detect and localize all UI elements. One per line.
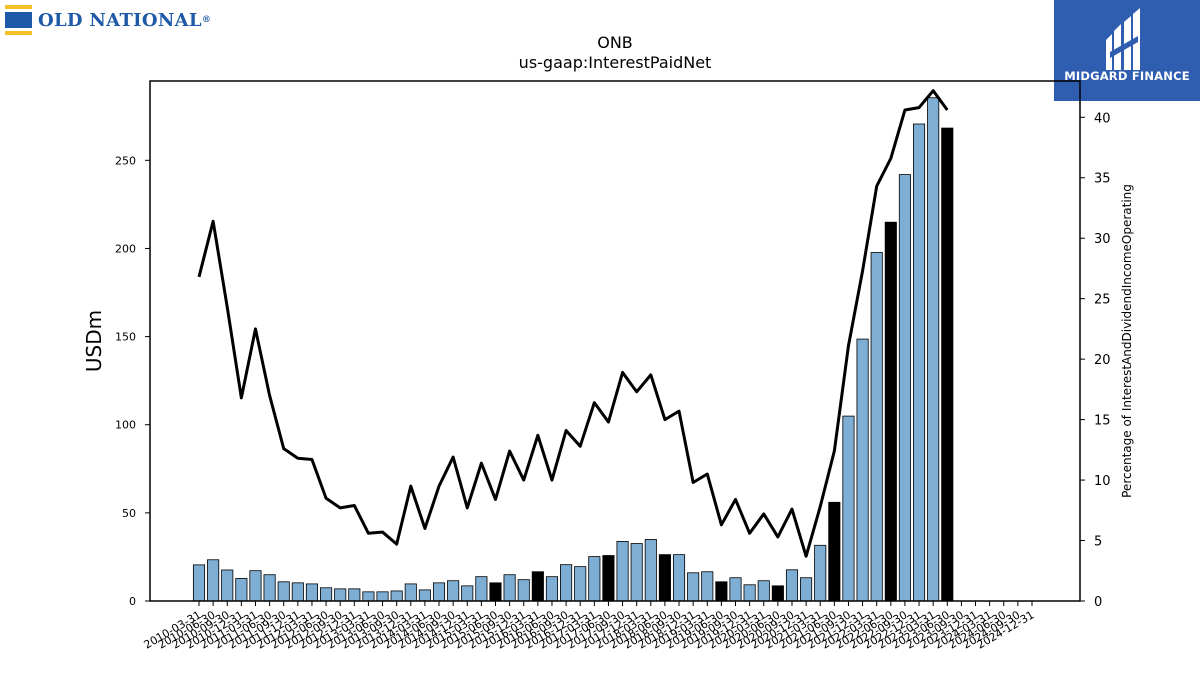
bar-2011-03-31 xyxy=(249,570,262,602)
plot-frame xyxy=(149,80,1081,602)
bar-2017-09-30 xyxy=(616,541,629,602)
bar-2016-03-31 xyxy=(531,571,544,602)
chart-title: ONB xyxy=(597,33,633,52)
bar-2010-03-31 xyxy=(192,564,206,602)
y-tick-label: 0 xyxy=(129,595,136,608)
bar-2018-12-31 xyxy=(687,572,700,602)
bar-2010-12-31 xyxy=(235,578,248,602)
y2-tick-label: 5 xyxy=(1094,535,1102,550)
interest-percentage-line xyxy=(197,89,949,558)
bar-2019-12-31 xyxy=(743,584,756,602)
bar-2011-12-31 xyxy=(291,582,304,602)
bar-2016-12-31 xyxy=(574,566,587,602)
bar-2013-12-31 xyxy=(404,583,417,602)
bar-2019-03-31 xyxy=(701,571,714,602)
bar-2015-09-30 xyxy=(503,574,516,602)
y2-tick-label: 0 xyxy=(1094,595,1102,610)
y-tick-label: 50 xyxy=(122,507,136,520)
bar-2013-06-30 xyxy=(376,591,389,602)
bar-2010-06-30 xyxy=(207,559,220,602)
bar-2017-06-30 xyxy=(602,555,615,602)
old-national-logo-mark xyxy=(5,5,32,35)
bar-2014-06-30 xyxy=(432,582,446,602)
bar-2021-09-30 xyxy=(842,415,855,602)
bar-2012-09-30 xyxy=(334,588,347,602)
bar-2018-09-30 xyxy=(672,554,686,602)
bar-2018-03-31 xyxy=(644,539,657,602)
y2-tick-label: 10 xyxy=(1094,474,1111,489)
bar-2018-06-30 xyxy=(658,554,671,602)
bar-2014-09-30 xyxy=(447,580,460,602)
y-axis-label-right: Percentage of InterestAndDividendIncomeO… xyxy=(1120,184,1134,498)
y2-tick-label: 20 xyxy=(1094,353,1111,368)
line-layer xyxy=(197,89,949,558)
bar-2014-12-31 xyxy=(461,585,474,602)
bar-2019-06-30 xyxy=(715,581,728,602)
bar-2012-03-31 xyxy=(305,583,318,602)
bar-2011-09-30 xyxy=(277,581,290,602)
bar-2023-06-30 xyxy=(941,127,954,602)
bar-2022-06-30 xyxy=(884,221,897,602)
bar-2013-09-30 xyxy=(390,590,403,602)
midgard-finance-logo-mark xyxy=(1106,8,1140,70)
old-national-logo: OLD NATIONAL ® xyxy=(5,5,211,35)
bar-2010-09-30 xyxy=(221,569,234,602)
bar-2020-06-30 xyxy=(771,585,784,602)
bars-layer xyxy=(192,97,954,602)
bar-2021-03-31 xyxy=(814,544,827,602)
bar-2020-12-31 xyxy=(800,577,813,602)
bar-2011-06-30 xyxy=(263,574,276,602)
bar-2015-12-31 xyxy=(517,579,530,602)
bar-2020-09-30 xyxy=(785,569,799,602)
midgard-finance-logo: MIDGARD FINANCE xyxy=(1054,0,1200,101)
bar-2013-03-31 xyxy=(362,591,375,602)
midgard-finance-logo-text: MIDGARD FINANCE xyxy=(1064,69,1190,83)
y-tick-label: 250 xyxy=(115,154,136,167)
y2-tick-label: 35 xyxy=(1094,172,1111,187)
bar-2023-03-31 xyxy=(927,97,940,602)
y-tick-label: 100 xyxy=(115,419,136,432)
x-axis: 2010-03-312010-06-302010-09-302010-12-31… xyxy=(142,601,1037,652)
bar-2015-06-30 xyxy=(489,582,502,602)
old-national-registered-mark: ® xyxy=(201,15,212,25)
y2-tick-label: 25 xyxy=(1094,293,1111,308)
bar-2016-09-30 xyxy=(560,564,573,602)
bar-2019-09-30 xyxy=(729,577,742,602)
y2-tick-label: 30 xyxy=(1094,232,1111,247)
bar-2012-12-31 xyxy=(348,588,361,602)
y-axis-left: 0 50 100 150 200 250 xyxy=(115,154,150,608)
bar-2017-03-31 xyxy=(588,556,601,602)
bar-2016-06-30 xyxy=(545,576,559,602)
y-axis-right: 0 5 10 15 20 25 30 35 40 xyxy=(1080,111,1111,610)
y-tick-label: 200 xyxy=(115,242,136,255)
chart-subtitle: us-gaap:InterestPaidNet xyxy=(519,53,712,72)
y2-tick-label: 15 xyxy=(1094,414,1111,429)
y-axis-label-left: USDm xyxy=(82,310,106,372)
bar-2012-06-30 xyxy=(320,587,333,602)
old-national-logo-text: OLD NATIONAL xyxy=(38,9,202,31)
bar-2020-03-31 xyxy=(757,580,770,602)
bar-2014-03-31 xyxy=(418,589,431,602)
y2-tick-label: 40 xyxy=(1094,111,1111,126)
bar-2015-03-31 xyxy=(475,576,488,602)
bar-2022-09-30 xyxy=(898,174,911,602)
bar-2022-12-31 xyxy=(913,123,926,602)
bar-2021-12-31 xyxy=(856,338,869,602)
bar-2022-03-31 xyxy=(870,252,883,602)
bar-2017-12-31 xyxy=(630,543,643,602)
y-tick-label: 150 xyxy=(115,331,136,344)
bar-2021-06-30 xyxy=(828,501,841,602)
